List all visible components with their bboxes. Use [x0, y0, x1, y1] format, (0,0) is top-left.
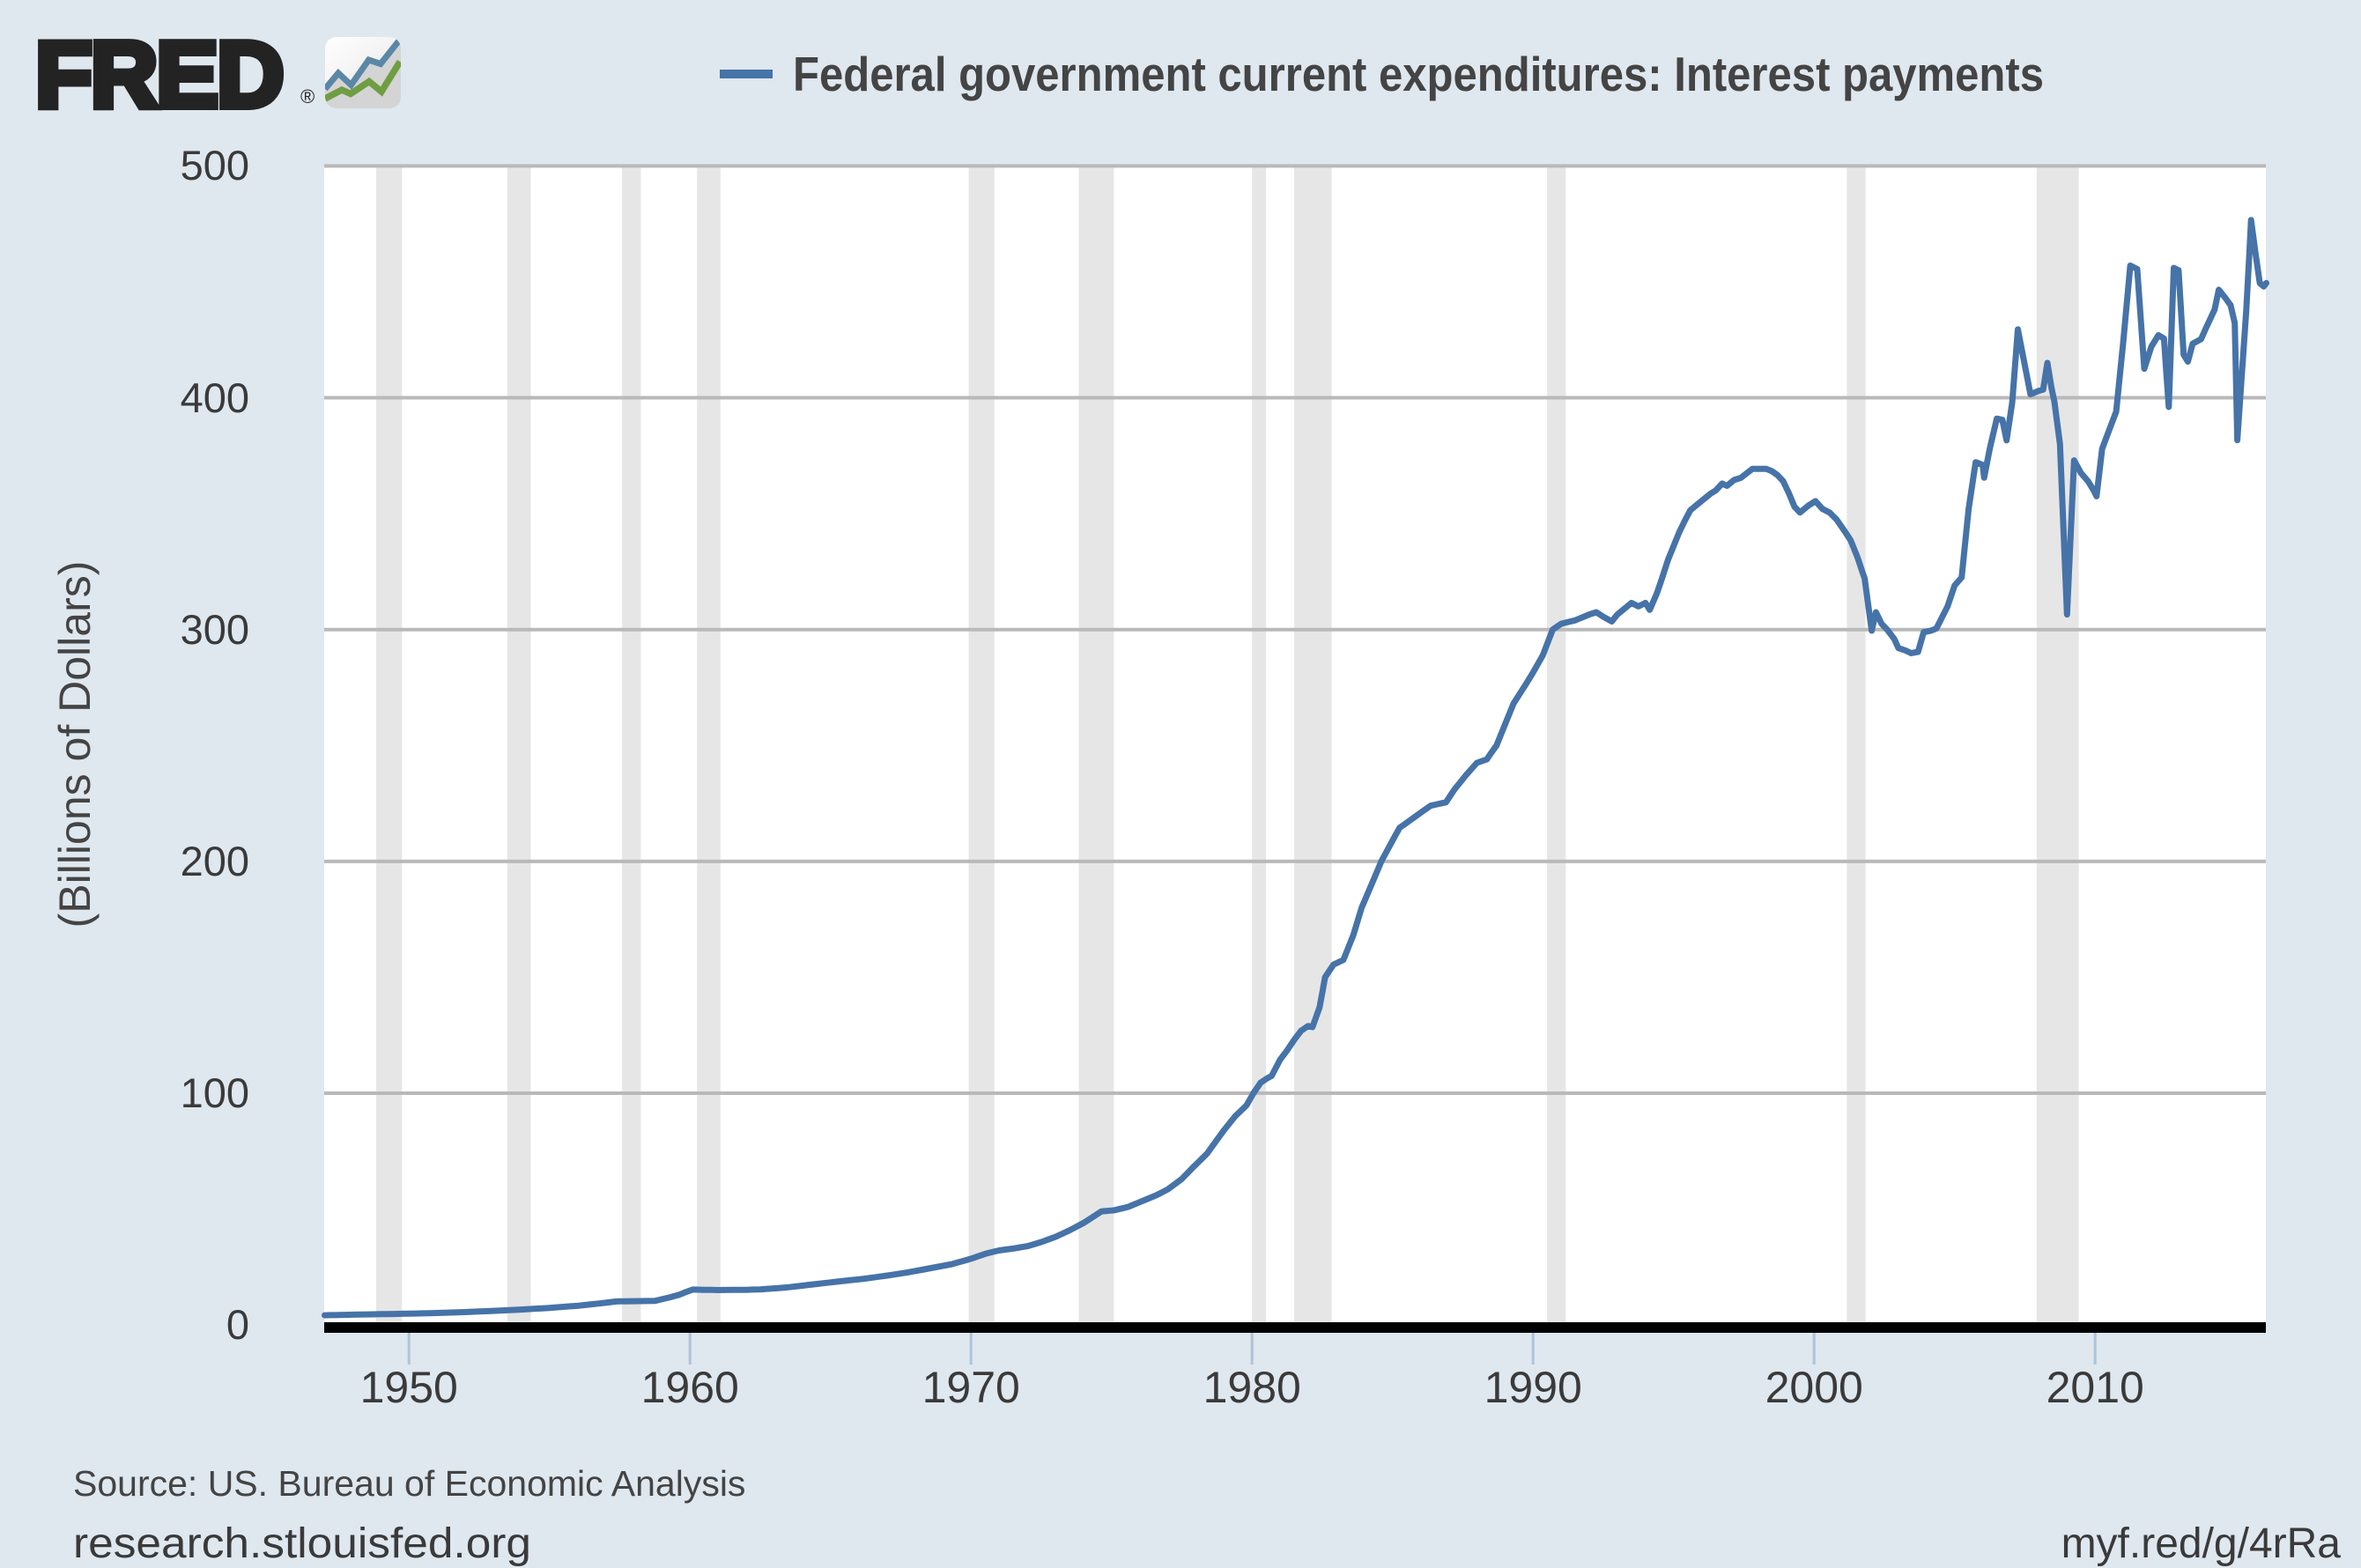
- svg-text:1950: 1950: [360, 1363, 458, 1412]
- svg-text:Federal government current exp: Federal government current expenditures:…: [793, 47, 2044, 101]
- svg-text:100: 100: [181, 1069, 249, 1116]
- svg-text:400: 400: [181, 374, 249, 421]
- svg-text:1960: 1960: [641, 1363, 739, 1412]
- svg-text:300: 300: [181, 606, 249, 653]
- svg-text:®: ®: [300, 85, 315, 107]
- svg-text:0: 0: [226, 1301, 249, 1348]
- svg-text:FRED: FRED: [35, 23, 283, 127]
- svg-text:Source: US. Bureau of Economic: Source: US. Bureau of Economic Analysis: [73, 1463, 745, 1504]
- svg-text:2010: 2010: [2046, 1363, 2144, 1412]
- svg-text:research.stlouisfed.org: research.stlouisfed.org: [73, 1520, 531, 1567]
- svg-text:1990: 1990: [1484, 1363, 1582, 1412]
- svg-text:1970: 1970: [922, 1363, 1020, 1412]
- svg-text:1980: 1980: [1203, 1363, 1301, 1412]
- svg-text:(Billions of Dollars): (Billions of Dollars): [50, 561, 100, 928]
- svg-text:500: 500: [181, 142, 249, 189]
- svg-text:myf.red/g/4rRa: myf.red/g/4rRa: [2061, 1520, 2342, 1567]
- svg-text:200: 200: [181, 838, 249, 884]
- svg-text:2000: 2000: [1765, 1363, 1863, 1412]
